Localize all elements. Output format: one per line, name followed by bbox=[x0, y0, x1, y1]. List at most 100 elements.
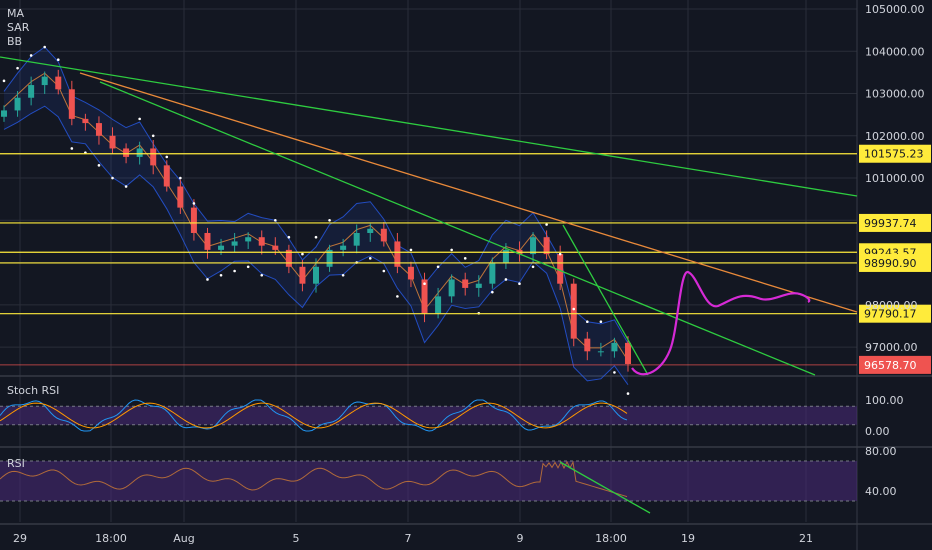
candle-body-30 bbox=[407, 266, 414, 280]
sar-dot-32 bbox=[436, 265, 440, 269]
candle-body-45 bbox=[611, 342, 618, 352]
sar-dot-13 bbox=[179, 176, 182, 180]
sar-dot-43 bbox=[586, 320, 589, 324]
candle-body-32 bbox=[435, 296, 442, 314]
candle-body-43 bbox=[584, 338, 591, 352]
sar-dot-46 bbox=[626, 392, 630, 395]
candle-body-41 bbox=[557, 254, 564, 284]
price-tick-6: 97000.00 bbox=[865, 341, 918, 354]
rsi-tick-1: 40.00 bbox=[865, 485, 897, 498]
rsi-trendline bbox=[559, 461, 651, 514]
last-price-tag bbox=[859, 355, 931, 374]
sar-dot-19 bbox=[260, 273, 264, 277]
candle-body-0 bbox=[1, 110, 7, 117]
price-tick-5: 98000.00 bbox=[865, 299, 918, 312]
time-tick-4: 7 bbox=[405, 532, 412, 545]
sar-dot-18 bbox=[246, 265, 250, 269]
candle-body-42 bbox=[570, 283, 577, 339]
stoch-d-line bbox=[0, 402, 628, 429]
price-tick-2: 103000.00 bbox=[865, 88, 925, 101]
candle-body-46 bbox=[625, 342, 631, 364]
candle-body-7 bbox=[95, 123, 102, 136]
time-tick-8: 21 bbox=[799, 532, 813, 545]
candle-body-36 bbox=[489, 262, 496, 284]
sar-dot-2 bbox=[29, 54, 33, 57]
rsi-label: RSI bbox=[7, 457, 25, 470]
candle-body-11 bbox=[150, 148, 157, 166]
stoch-k-line bbox=[0, 399, 628, 432]
candle-body-2 bbox=[28, 85, 35, 98]
candle-body-20 bbox=[272, 245, 279, 250]
sar-dot-25 bbox=[341, 273, 345, 277]
candle-body-13 bbox=[177, 186, 184, 208]
trendline-green-steep bbox=[562, 224, 649, 376]
sar-dot-21 bbox=[287, 235, 291, 239]
sar-dot-20 bbox=[274, 219, 277, 222]
time-tick-7: 19 bbox=[681, 532, 695, 545]
sar-dot-15 bbox=[206, 278, 209, 281]
price-tick-0: 105000.00 bbox=[865, 3, 925, 16]
stoch-tick-1: 0.00 bbox=[865, 425, 890, 438]
level-value-4: 97790.17 bbox=[864, 308, 917, 321]
time-tick-1: 18:00 bbox=[95, 532, 127, 545]
sar-dot-39 bbox=[531, 265, 535, 269]
level-tag-0 bbox=[859, 144, 931, 163]
price-tick-1: 104000.00 bbox=[865, 45, 925, 58]
candle-body-18 bbox=[245, 237, 252, 242]
sar-dot-23 bbox=[314, 235, 318, 239]
candle-body-9 bbox=[123, 148, 130, 157]
sar-dot-10 bbox=[138, 117, 141, 121]
candle-body-6 bbox=[82, 118, 89, 124]
trendline-orange bbox=[79, 72, 858, 313]
candle-body-31 bbox=[421, 279, 428, 314]
candle-body-8 bbox=[109, 135, 116, 149]
candle-body-34 bbox=[462, 279, 469, 288]
candle-body-23 bbox=[313, 266, 319, 284]
sar-dot-8 bbox=[111, 176, 114, 180]
sar-dot-27 bbox=[368, 257, 372, 260]
time-tick-2: Aug bbox=[173, 532, 194, 545]
projection-curve bbox=[631, 270, 811, 376]
candle-body-33 bbox=[448, 279, 455, 297]
sar-dot-16 bbox=[219, 273, 223, 277]
candle-body-24 bbox=[326, 249, 333, 267]
sar-dot-3 bbox=[43, 45, 46, 49]
candle-body-3 bbox=[41, 76, 48, 86]
sar-dot-9 bbox=[124, 185, 128, 188]
time-tick-5: 9 bbox=[517, 532, 524, 545]
candle-body-12 bbox=[163, 165, 170, 187]
candle-body-19 bbox=[258, 237, 265, 246]
sar-dot-5 bbox=[70, 147, 74, 150]
indicator-bb: BB bbox=[7, 35, 23, 48]
sar-dot-29 bbox=[396, 295, 399, 298]
last-price-value: 96578.70 bbox=[864, 359, 917, 372]
trendline-green-long bbox=[0, 56, 858, 197]
rsi-band bbox=[0, 461, 857, 501]
sar-dot-30 bbox=[409, 248, 413, 252]
candle-body-25 bbox=[340, 245, 347, 250]
candle-body-28 bbox=[380, 228, 387, 242]
sar-dot-42 bbox=[572, 307, 576, 311]
sar-dot-40 bbox=[545, 223, 548, 226]
sar-dot-31 bbox=[423, 282, 426, 285]
sar-dot-22 bbox=[301, 252, 304, 256]
candle-body-37 bbox=[502, 249, 509, 263]
candle-body-44 bbox=[597, 351, 604, 353]
sar-dot-24 bbox=[328, 219, 331, 222]
level-tag-3 bbox=[859, 253, 931, 272]
main-indicator-labels: MA SAR BB bbox=[7, 7, 29, 49]
level-tag-4 bbox=[859, 304, 931, 323]
rsi-line bbox=[0, 460, 628, 498]
price-tick-3: 102000.00 bbox=[865, 130, 925, 143]
trendline-green-mid bbox=[99, 81, 816, 376]
candle-body-26 bbox=[353, 232, 360, 246]
sar-dot-17 bbox=[233, 269, 236, 273]
level-value-0: 101575.23 bbox=[864, 148, 924, 161]
rsi-tick-0: 80.00 bbox=[865, 445, 897, 458]
candle-body-35 bbox=[475, 283, 482, 288]
indicator-ma: MA bbox=[7, 7, 25, 20]
sar-dot-0 bbox=[2, 79, 6, 83]
sar-dot-44 bbox=[599, 320, 603, 324]
candle-body-17 bbox=[231, 241, 238, 246]
